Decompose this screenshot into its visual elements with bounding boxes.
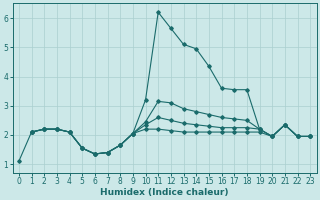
X-axis label: Humidex (Indice chaleur): Humidex (Indice chaleur) [100,188,229,197]
